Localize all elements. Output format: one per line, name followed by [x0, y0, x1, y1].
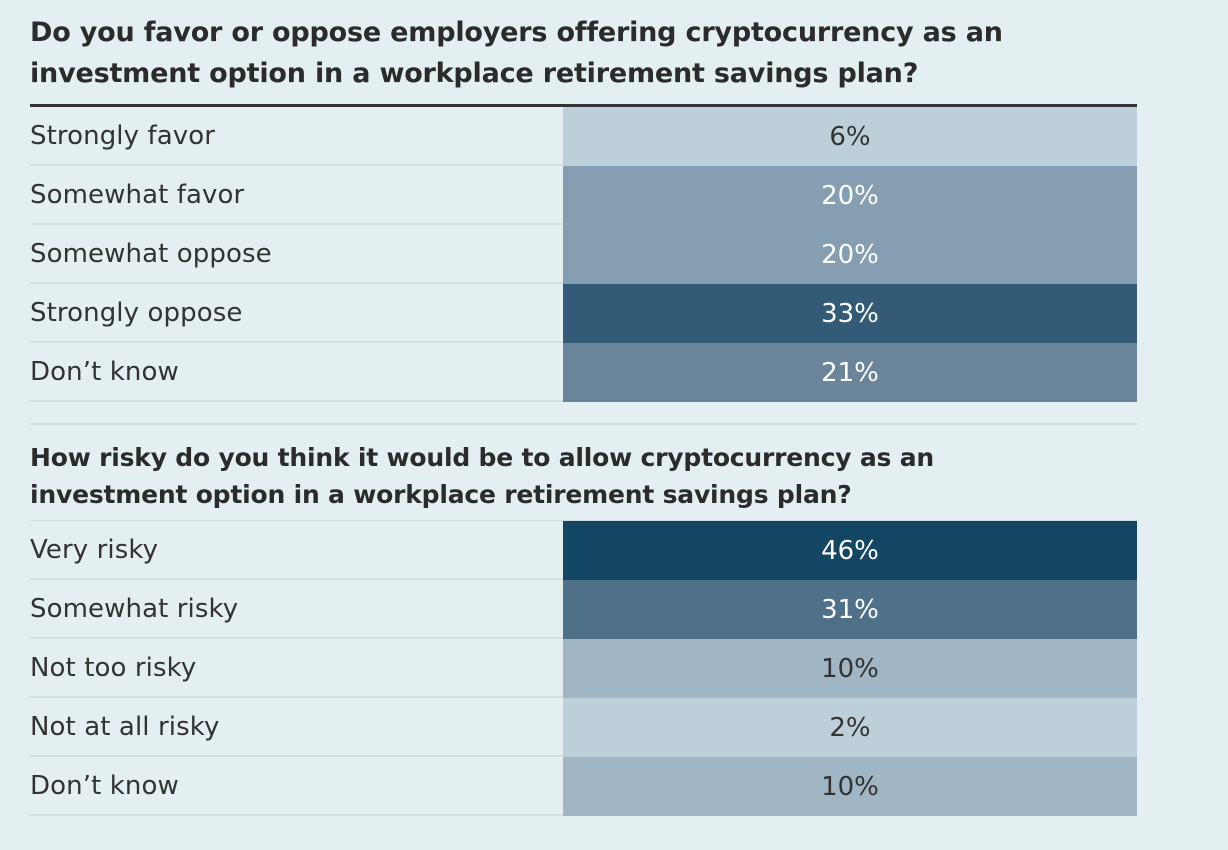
row-label: Strongly favor	[30, 107, 563, 166]
row-label: Not at all risky	[30, 698, 563, 757]
table-row: Somewhat risky 31%	[30, 580, 1137, 639]
table-row: Somewhat oppose 20%	[30, 225, 1137, 284]
value-cell: 10%	[563, 757, 1137, 816]
row-label: Don’t know	[30, 757, 563, 816]
value-cell: 21%	[563, 343, 1137, 402]
row-label: Somewhat risky	[30, 580, 563, 639]
table-row: Somewhat favor 20%	[30, 166, 1137, 225]
table-row: Don’t know 21%	[30, 343, 1137, 402]
table-row: Don’t know 10%	[30, 757, 1137, 816]
question-2-top-rule	[30, 520, 1137, 521]
table-row: Strongly oppose 33%	[30, 284, 1137, 343]
value-cell: 33%	[563, 284, 1137, 343]
question-1-title: Do you favor or oppose employers offerin…	[30, 17, 1003, 89]
value-cell: 31%	[563, 580, 1137, 639]
question-2-title: How risky do you think it would be to al…	[30, 443, 934, 509]
value-cell: 10%	[563, 639, 1137, 698]
question-1-table: Strongly favor 6% Somewhat favor 20% Somewha…	[30, 107, 1137, 402]
row-label: Not too risky	[30, 639, 563, 698]
row-label: Somewhat oppose	[30, 225, 563, 284]
row-label: Very risky	[30, 521, 563, 580]
value-cell: 46%	[563, 521, 1137, 580]
value-cell: 20%	[563, 166, 1137, 225]
value-cell: 2%	[563, 698, 1137, 757]
row-label: Don’t know	[30, 343, 563, 402]
table-row: Very risky 46%	[30, 521, 1137, 580]
value-cell: 6%	[563, 107, 1137, 166]
question-1-top-rule	[30, 104, 1137, 107]
question-2-table: Very risky 46% Somewhat risky 31% Not too ri…	[30, 521, 1137, 816]
row-label: Strongly oppose	[30, 284, 563, 343]
value-cell: 20%	[563, 225, 1137, 284]
table-row: Not at all risky 2%	[30, 698, 1137, 757]
table-row: Not too risky 10%	[30, 639, 1137, 698]
table-row: Strongly favor 6%	[30, 107, 1137, 166]
section-divider	[30, 423, 1137, 425]
row-label: Somewhat favor	[30, 166, 563, 225]
